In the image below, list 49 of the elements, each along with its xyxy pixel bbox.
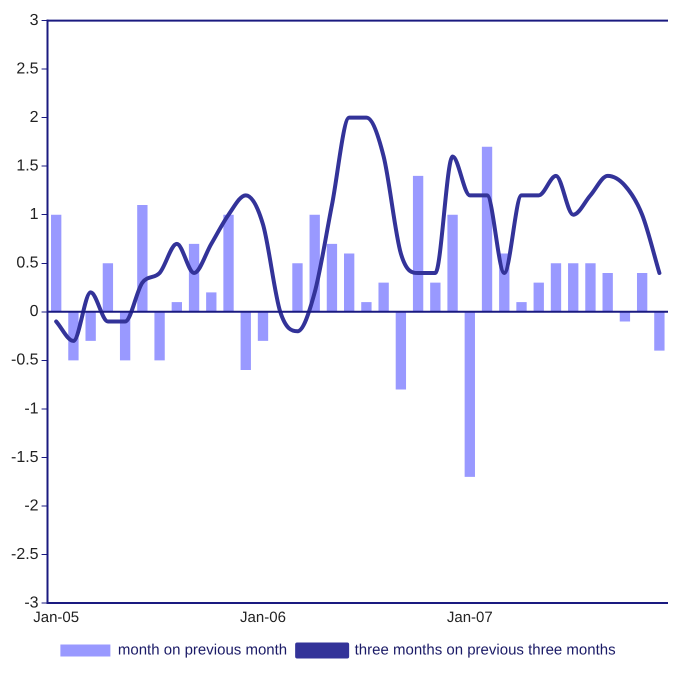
y-tick-label: -2 — [24, 497, 39, 514]
bar — [620, 312, 630, 322]
x-tick-label: Jan-06 — [240, 609, 286, 626]
y-tick-label: 1.5 — [16, 158, 39, 175]
y-tick-label: 0.5 — [16, 254, 39, 272]
y-tick-label: 0 — [30, 303, 39, 320]
y-tick-label: -1 — [24, 400, 39, 418]
bar — [137, 205, 148, 312]
line-series — [54, 116, 662, 343]
bar — [326, 244, 338, 312]
bar — [240, 312, 251, 370]
bar — [396, 312, 406, 390]
bar — [172, 302, 182, 312]
y-tick-label: 3 — [30, 12, 39, 30]
legend-label: month on previous month — [118, 642, 288, 659]
bar — [430, 282, 441, 312]
bar — [206, 292, 216, 312]
bar — [447, 214, 458, 312]
y-tick-label: -0.5 — [10, 352, 39, 369]
bar — [51, 214, 62, 312]
bar — [534, 282, 544, 312]
y-tick-label: -3 — [24, 594, 39, 612]
bar — [412, 176, 424, 312]
bar — [636, 272, 648, 312]
bar — [550, 263, 562, 312]
bar — [464, 312, 475, 477]
y-tick-label: -2.5 — [10, 546, 39, 563]
bar — [482, 146, 492, 312]
y-tick-label: 2.5 — [16, 60, 39, 78]
bar — [585, 263, 596, 312]
bar — [568, 263, 578, 312]
x-tick-label: Jan-07 — [446, 609, 493, 626]
bar — [378, 282, 389, 312]
bar — [602, 272, 613, 312]
x-tick-label: Jan-05 — [33, 609, 80, 626]
bar — [654, 312, 665, 351]
legend-label: three months on previous three months — [354, 642, 616, 659]
bar — [102, 263, 114, 312]
bar — [344, 254, 354, 312]
y-tick-label: 1 — [30, 206, 39, 224]
y-tick-label: -1.5 — [10, 448, 39, 466]
bar — [223, 214, 234, 312]
bar — [85, 312, 96, 341]
bar — [258, 312, 268, 341]
bar — [154, 312, 165, 360]
bar — [516, 302, 527, 312]
bar — [292, 263, 303, 312]
y-tick-label: 2 — [30, 109, 39, 126]
bar — [361, 302, 372, 312]
